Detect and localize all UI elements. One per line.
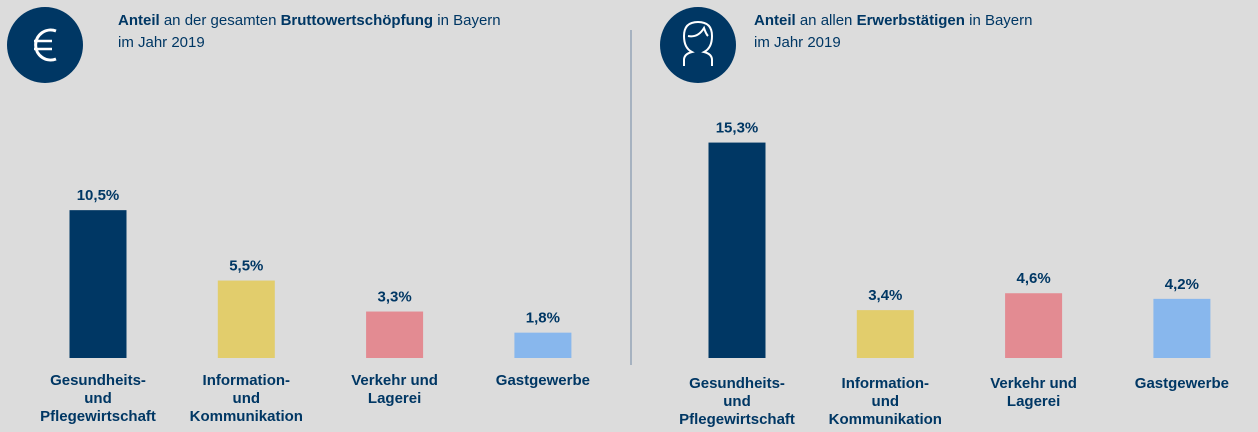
bar (514, 332, 572, 358)
bar (1153, 298, 1211, 358)
category-label: und (233, 390, 261, 407)
category-label: Verkehr und (351, 372, 438, 389)
bar (366, 311, 424, 358)
title-lead: Anteil (118, 12, 160, 29)
category-label: und (84, 390, 112, 407)
title-key: Bruttowertschöpfung (281, 12, 433, 29)
chart-title: Anteil an der gesamten Bruttowertschöpfu… (118, 12, 501, 29)
title-text: in Bayern (437, 12, 500, 29)
title-lead: Anteil (754, 12, 796, 29)
value-label: 15,3% (716, 120, 759, 137)
title-text: an der gesamten (164, 12, 277, 29)
chart-title-line: im Jahr 2019 (754, 34, 841, 51)
category-label: Pflegewirtschaft (679, 411, 795, 428)
category-label: Lagerei (1007, 393, 1060, 410)
bar (69, 210, 127, 358)
category-label: Kommunikation (190, 408, 303, 425)
value-label: 3,4% (868, 287, 902, 304)
title-text: an allen (800, 12, 853, 29)
category-label: Gastgewerbe (1135, 375, 1229, 392)
chart-title: Anteil an allen Erwerbstätigen in Bayern (754, 12, 1032, 29)
bar (856, 310, 914, 358)
value-label: 4,6% (1016, 270, 1050, 287)
title-text: in Bayern (969, 12, 1032, 29)
category-label: Information- (203, 372, 291, 389)
chart-title-line: im Jahr 2019 (118, 34, 205, 51)
category-label: Kommunikation (829, 411, 942, 428)
value-label: 1,8% (526, 310, 560, 327)
category-label: Verkehr und (990, 375, 1077, 392)
bar (217, 280, 275, 358)
bar (708, 142, 766, 358)
category-label: Gesundheits- (50, 372, 146, 389)
title-key: Erwerbstätigen (857, 12, 965, 29)
value-label: 10,5% (77, 187, 120, 204)
category-label: und (723, 393, 751, 410)
category-label: Information- (842, 375, 930, 392)
value-label: 4,2% (1165, 276, 1199, 293)
category-label: Gesundheits- (689, 375, 785, 392)
person-icon (660, 7, 736, 83)
category-label: und (872, 393, 900, 410)
value-label: 5,5% (229, 258, 263, 275)
category-label: Lagerei (368, 390, 421, 407)
bar (1005, 293, 1063, 358)
category-label: Gastgewerbe (496, 372, 590, 389)
value-label: 3,3% (377, 289, 411, 306)
euro-icon (7, 7, 83, 83)
category-label: Pflegewirtschaft (40, 408, 156, 425)
